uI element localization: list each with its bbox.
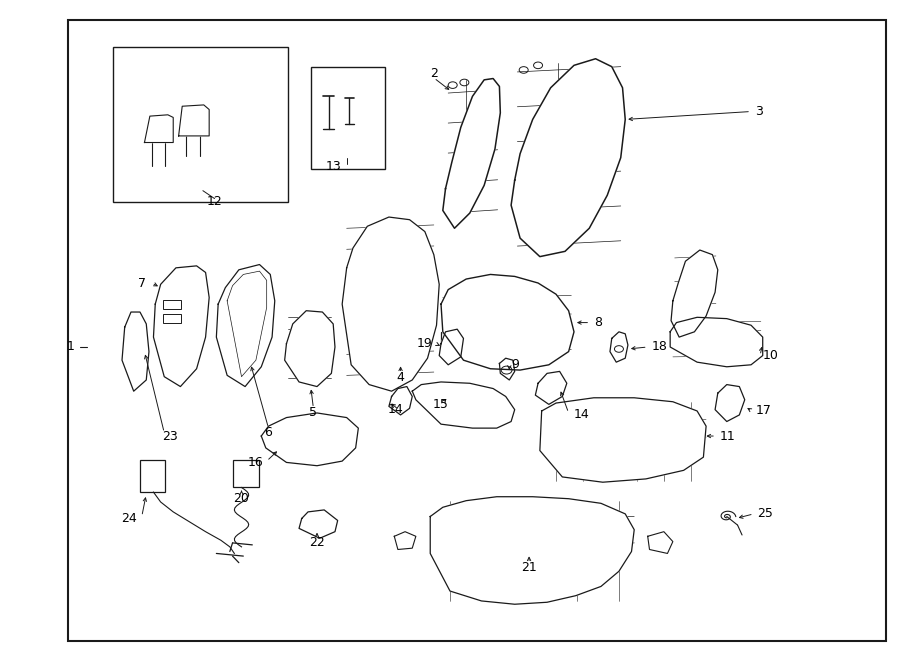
Polygon shape [122, 312, 149, 391]
Polygon shape [430, 496, 634, 604]
Text: 18: 18 [652, 340, 667, 354]
Polygon shape [412, 382, 515, 428]
Polygon shape [540, 398, 706, 483]
Text: 14: 14 [574, 408, 590, 422]
Text: 11: 11 [720, 430, 735, 442]
Polygon shape [261, 413, 358, 466]
Text: 2: 2 [430, 67, 437, 80]
Bar [232, 460, 259, 487]
Polygon shape [443, 79, 500, 228]
Text: 25: 25 [757, 508, 773, 520]
Text: 7: 7 [139, 276, 147, 290]
Text: 14: 14 [388, 403, 403, 416]
Polygon shape [342, 217, 439, 391]
Text: 10: 10 [762, 349, 778, 362]
Polygon shape [178, 105, 209, 136]
Polygon shape [671, 250, 718, 337]
Polygon shape [441, 274, 574, 370]
Text: 22: 22 [309, 536, 325, 549]
Polygon shape [284, 311, 335, 387]
Bar [163, 300, 181, 309]
Text: 4: 4 [397, 371, 404, 385]
Text: 20: 20 [234, 492, 249, 505]
Polygon shape [670, 317, 762, 367]
Text: 5: 5 [310, 407, 318, 420]
Text: 23: 23 [162, 430, 177, 442]
Text: 12: 12 [207, 196, 222, 208]
Bar [310, 67, 385, 169]
Text: 17: 17 [755, 405, 771, 418]
Text: 3: 3 [755, 105, 763, 118]
Polygon shape [299, 510, 338, 538]
Polygon shape [154, 266, 209, 387]
Text: 15: 15 [432, 398, 448, 411]
Polygon shape [145, 115, 173, 143]
Text: 1: 1 [67, 340, 75, 354]
Text: 24: 24 [122, 512, 138, 525]
Text: 16: 16 [248, 456, 263, 469]
Bar [113, 47, 288, 202]
Text: 6: 6 [265, 426, 273, 440]
Polygon shape [216, 264, 274, 387]
Text: 13: 13 [325, 161, 341, 173]
Polygon shape [439, 329, 464, 365]
Bar [140, 461, 165, 492]
Text: 9: 9 [511, 358, 519, 371]
Text: 21: 21 [521, 561, 537, 574]
Polygon shape [511, 59, 625, 256]
Bar [163, 314, 181, 323]
Text: 8: 8 [594, 316, 602, 329]
Text: 19: 19 [417, 337, 432, 350]
